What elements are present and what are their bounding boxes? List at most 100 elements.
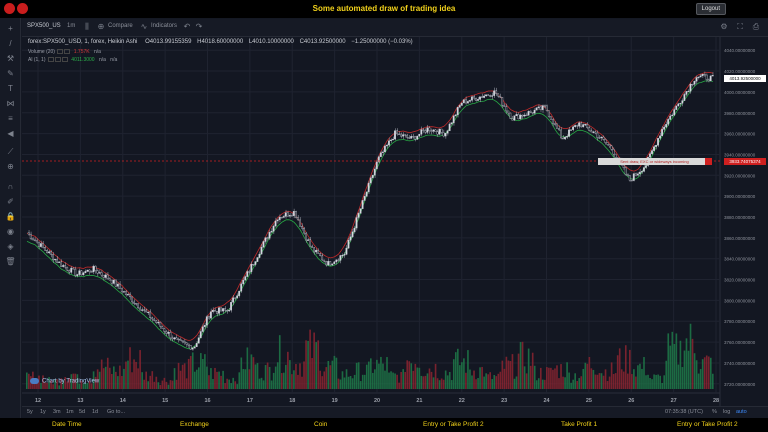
- ruler-icon[interactable]: ⟋: [7, 147, 14, 156]
- candle-body: [468, 100, 471, 102]
- volume-bar: [572, 379, 574, 389]
- text-icon[interactable]: T: [8, 84, 13, 93]
- range-5y[interactable]: 5y: [27, 409, 33, 415]
- volume-bar: [193, 371, 196, 389]
- range-1y[interactable]: 1y: [40, 409, 46, 415]
- candle-body: [147, 311, 150, 313]
- volume-bar: [135, 361, 137, 389]
- layers-icon[interactable]: ◈: [7, 242, 14, 251]
- candle-body: [54, 258, 56, 261]
- volume-bar: [511, 354, 514, 389]
- volume-bar: [380, 356, 382, 389]
- crosshair-icon[interactable]: +: [8, 24, 13, 33]
- pattern-icon[interactable]: ⋈: [6, 99, 15, 108]
- range-5d[interactable]: 5d: [79, 409, 86, 415]
- candle-body: [361, 200, 364, 209]
- settings-icon[interactable]: ⚙: [720, 22, 728, 31]
- volume-bar: [145, 371, 148, 389]
- goto-date[interactable]: Go to...: [107, 409, 126, 415]
- lock-icon[interactable]: 🔒: [5, 212, 16, 221]
- volume-bar: [542, 379, 544, 389]
- volume-bar: [167, 384, 170, 389]
- fib-icon[interactable]: ≡: [8, 114, 13, 123]
- volume-bar: [705, 355, 708, 389]
- candle-body: [337, 259, 340, 261]
- candle-body: [456, 107, 459, 116]
- pitchfork-icon[interactable]: ⚒: [6, 54, 15, 63]
- candle-body: [307, 239, 309, 241]
- range-3m[interactable]: 3m: [53, 409, 61, 415]
- candle-body: [98, 272, 101, 274]
- al-settings-icon[interactable]: [54, 57, 61, 63]
- log-toggle[interactable]: log: [723, 409, 731, 415]
- candle-body: [428, 127, 431, 132]
- volume-toggle-icon[interactable]: [57, 49, 64, 55]
- range-1m[interactable]: 1m: [66, 409, 74, 415]
- compare-icon[interactable]: ⊕: [97, 22, 105, 31]
- signal-close-button[interactable]: [705, 158, 712, 165]
- volume-bar: [212, 378, 214, 389]
- fullscreen-icon[interactable]: ⛶: [737, 22, 743, 31]
- volume-bar: [278, 335, 281, 389]
- range-1d[interactable]: 1d: [92, 409, 99, 415]
- indicators-icon[interactable]: ∿: [140, 22, 148, 31]
- compare-button[interactable]: Compare: [108, 23, 133, 29]
- snapshot-icon[interactable]: ⎙: [752, 22, 760, 31]
- candle-body: [213, 310, 216, 312]
- candle-body: [584, 124, 587, 126]
- candle-body: [394, 130, 396, 140]
- price-chart[interactable]: 4040.00000000 4020.00000000 4000.00000000 3…: [22, 37, 768, 407]
- logout-button[interactable]: Logout: [695, 3, 726, 15]
- magnet-icon[interactable]: ∩: [7, 182, 14, 191]
- candle-body: [58, 261, 60, 263]
- candle-body: [473, 96, 475, 99]
- volume-bar: [297, 374, 299, 389]
- undo-icon[interactable]: ↶: [183, 22, 191, 31]
- eye-icon[interactable]: ◉: [7, 227, 14, 236]
- volume-bar: [374, 369, 376, 389]
- candle-body: [317, 249, 320, 254]
- tradingview-watermark[interactable]: Chart by TradingView: [30, 378, 99, 385]
- volume-bar: [414, 363, 417, 389]
- utc-clock[interactable]: 07:35:38 (UTC): [665, 409, 703, 415]
- volume-settings-icon[interactable]: [64, 49, 71, 55]
- candle-body: [416, 135, 419, 140]
- lock-draw-icon[interactable]: ✐: [7, 197, 14, 206]
- volume-bar: [633, 369, 635, 389]
- trendline-icon[interactable]: /: [9, 39, 12, 48]
- volume-bar: [473, 370, 475, 389]
- volume-bar: [430, 371, 433, 389]
- volume-bar: [345, 369, 348, 389]
- volume-bar: [519, 342, 522, 389]
- candle-body: [517, 114, 520, 120]
- volume-bar: [329, 365, 332, 389]
- al-toggle-icon[interactable]: [47, 57, 54, 63]
- brush-icon[interactable]: ✎: [7, 69, 14, 78]
- candle-body: [298, 219, 301, 227]
- redo-icon[interactable]: ↷: [195, 22, 203, 31]
- percent-toggle[interactable]: %: [712, 409, 717, 415]
- volume-bar: [139, 350, 141, 389]
- indicators-button[interactable]: Indicators: [151, 23, 178, 29]
- volume-bar: [697, 373, 700, 389]
- arrow-left-icon[interactable]: ◀: [7, 129, 14, 138]
- al-close-icon[interactable]: [61, 57, 68, 63]
- time-tick-label: 12: [35, 398, 41, 404]
- volume-bar: [602, 375, 605, 389]
- bar-style-icon[interactable]: ⫼: [85, 22, 89, 31]
- candle-body: [533, 109, 536, 114]
- candle-body: [681, 100, 684, 104]
- zoom-icon[interactable]: ⊕: [7, 162, 14, 171]
- auto-toggle[interactable]: auto: [736, 409, 747, 415]
- candle-body: [369, 177, 372, 184]
- candle-body: [145, 309, 148, 313]
- volume-bar: [272, 372, 275, 389]
- interval-selector[interactable]: 1m: [67, 23, 76, 29]
- candle-body: [266, 237, 269, 239]
- candle-body: [48, 251, 50, 254]
- volume-bar: [412, 370, 415, 389]
- candle-body: [614, 153, 617, 158]
- trash-icon[interactable]: 🗑: [5, 257, 16, 266]
- chart-area[interactable]: 4040.00000000 4020.00000000 4000.00000000 3…: [22, 37, 768, 407]
- symbol-search[interactable]: SPX500_US: [27, 23, 61, 29]
